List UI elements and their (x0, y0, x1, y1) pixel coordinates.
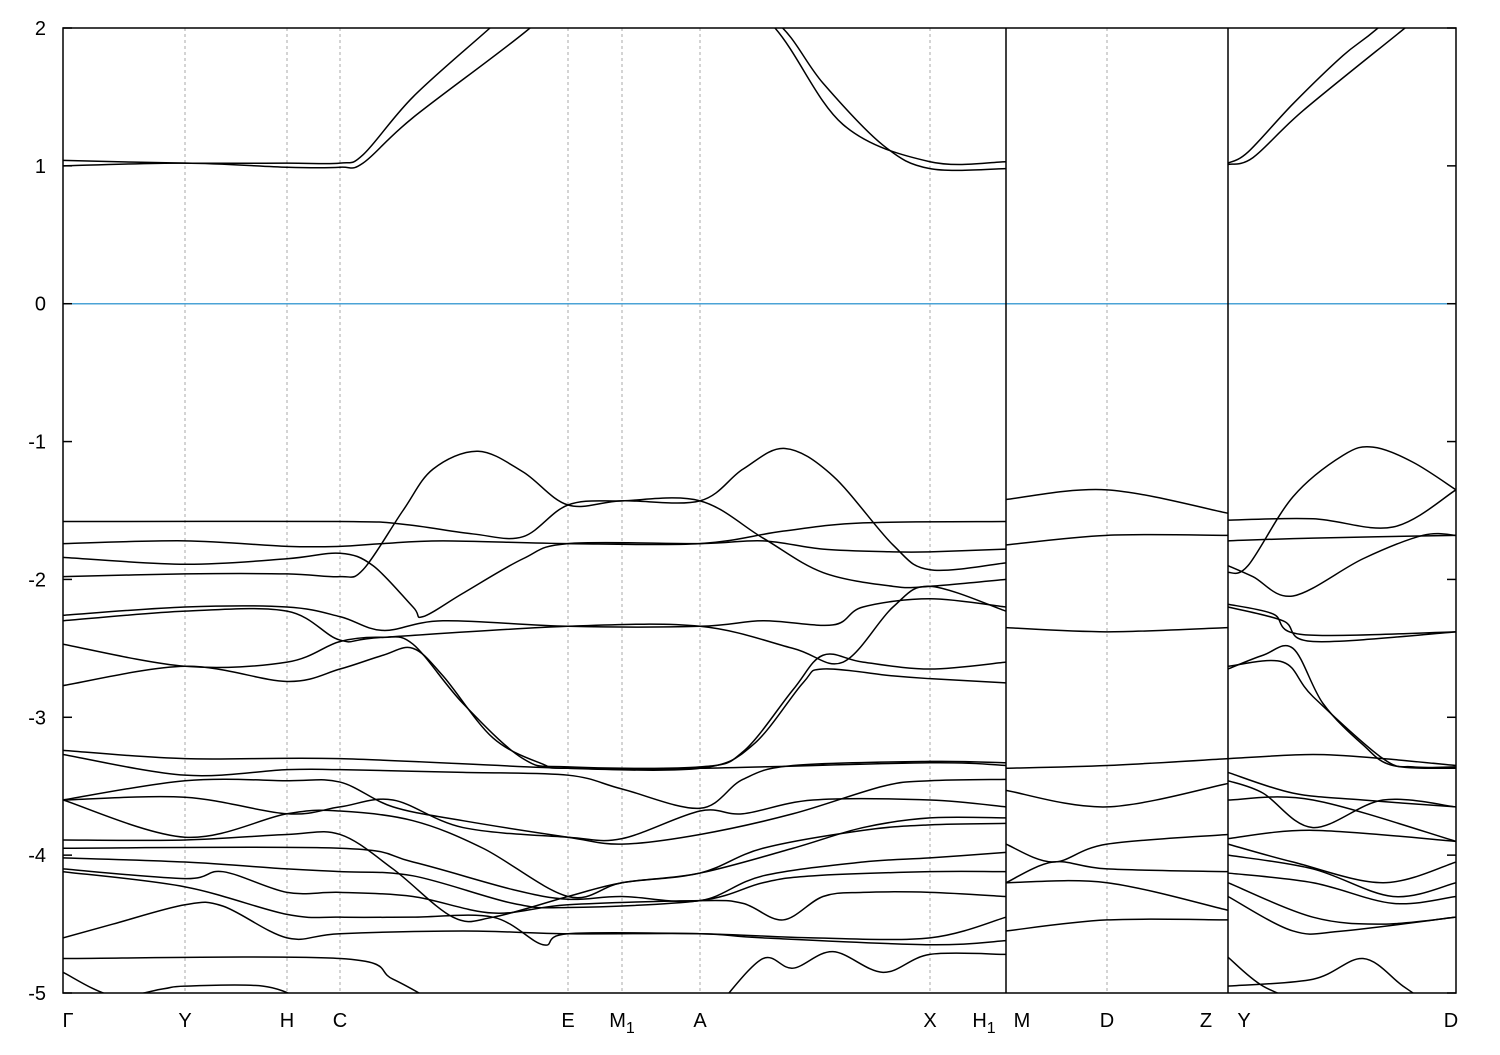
band-line (1005, 626, 1229, 633)
band-line (1227, 606, 1456, 643)
band-line (1227, 28, 1380, 164)
band-line (63, 753, 1007, 810)
plot-frame (62, 27, 1457, 994)
x-axis: Γ Y H C E M1 A X H1 M D Z Y D (62, 1010, 1458, 1037)
kpoint-label: Z (1200, 1010, 1212, 1032)
band-line (1227, 854, 1456, 898)
kpoint-label: M1 (609, 1010, 635, 1037)
band-line (63, 857, 1007, 909)
band-line (1227, 532, 1456, 597)
band-line (63, 447, 1007, 578)
band-line (1227, 489, 1456, 529)
band-line (1227, 829, 1456, 843)
band-line (1005, 533, 1229, 546)
band-line (63, 799, 1007, 899)
band-line (1227, 659, 1456, 769)
bands (63, 28, 1456, 993)
band-line (63, 870, 1007, 946)
y-axis: -5 -4 -3 -2 -1 0 1 2 (28, 18, 1456, 1005)
band-line (1227, 882, 1456, 925)
kpoint-label: Y (1237, 1010, 1250, 1032)
kpoint-label: A (693, 1010, 707, 1032)
band-line (63, 822, 1007, 923)
band-line (1005, 757, 1229, 770)
band-line (1227, 796, 1456, 843)
kpoint-label: D (1100, 1010, 1114, 1032)
band-line (63, 497, 1007, 589)
band-line (63, 28, 1007, 172)
band-line (1227, 445, 1456, 575)
band-line (1227, 771, 1456, 808)
y-tick-label: -4 (28, 845, 46, 867)
band-line (1227, 872, 1456, 905)
kpoint-label: Y (178, 1010, 191, 1032)
kpoint-label: M (1014, 1010, 1031, 1032)
band-line (1227, 956, 1280, 993)
y-tick-label: 0 (35, 294, 46, 316)
band-line (1227, 28, 1407, 166)
kpoint-subscript: 1 (987, 1020, 996, 1037)
band-line (63, 956, 421, 993)
band-line (1227, 779, 1456, 829)
band-line (63, 520, 1007, 548)
kpoint-label: C (333, 1010, 347, 1032)
kpoint-gridlines (184, 28, 1108, 993)
kpoint-label: H (280, 1010, 294, 1032)
y-tick-label: -3 (28, 707, 46, 729)
band-line (63, 585, 1007, 665)
band-line (63, 597, 1007, 632)
band-line (63, 778, 1007, 845)
band-line (1005, 860, 1229, 884)
band-line (727, 950, 1007, 993)
band-line (1227, 603, 1456, 637)
y-tick-label: -5 (28, 983, 46, 1005)
band-line (1005, 833, 1229, 863)
band-line (63, 28, 1007, 166)
band-line (63, 646, 1007, 771)
band-line (63, 846, 1007, 903)
kpoint-label: E (561, 1010, 574, 1032)
segment-breaks (1005, 28, 1229, 993)
band-line (63, 636, 1007, 770)
band-line (1005, 918, 1229, 932)
kpoint-subscript: 1 (626, 1020, 635, 1037)
band-line (1227, 644, 1456, 770)
band-line (1005, 488, 1229, 514)
band-line (63, 901, 1007, 946)
band-line (63, 539, 1007, 619)
band-line (1227, 895, 1456, 935)
band-line (1005, 782, 1229, 808)
kpoint-label: Γ (62, 1010, 73, 1032)
band-line (63, 971, 290, 993)
band-line (63, 795, 1007, 842)
y-tick-label: 1 (35, 156, 46, 178)
band-line (63, 868, 1007, 921)
band-line (1005, 879, 1229, 912)
kpoint-label: H1 (972, 1010, 995, 1037)
y-tick-label: 2 (35, 18, 46, 40)
band-line (1227, 753, 1456, 767)
y-tick-label: -1 (28, 432, 46, 454)
band-line (1227, 957, 1415, 993)
band-line (1227, 534, 1456, 542)
band-line (1227, 843, 1456, 884)
y-tick-label: -2 (28, 569, 46, 591)
kpoint-label: X (923, 1010, 936, 1032)
kpoint-label: D (1444, 1010, 1458, 1032)
band-line (63, 749, 1007, 771)
